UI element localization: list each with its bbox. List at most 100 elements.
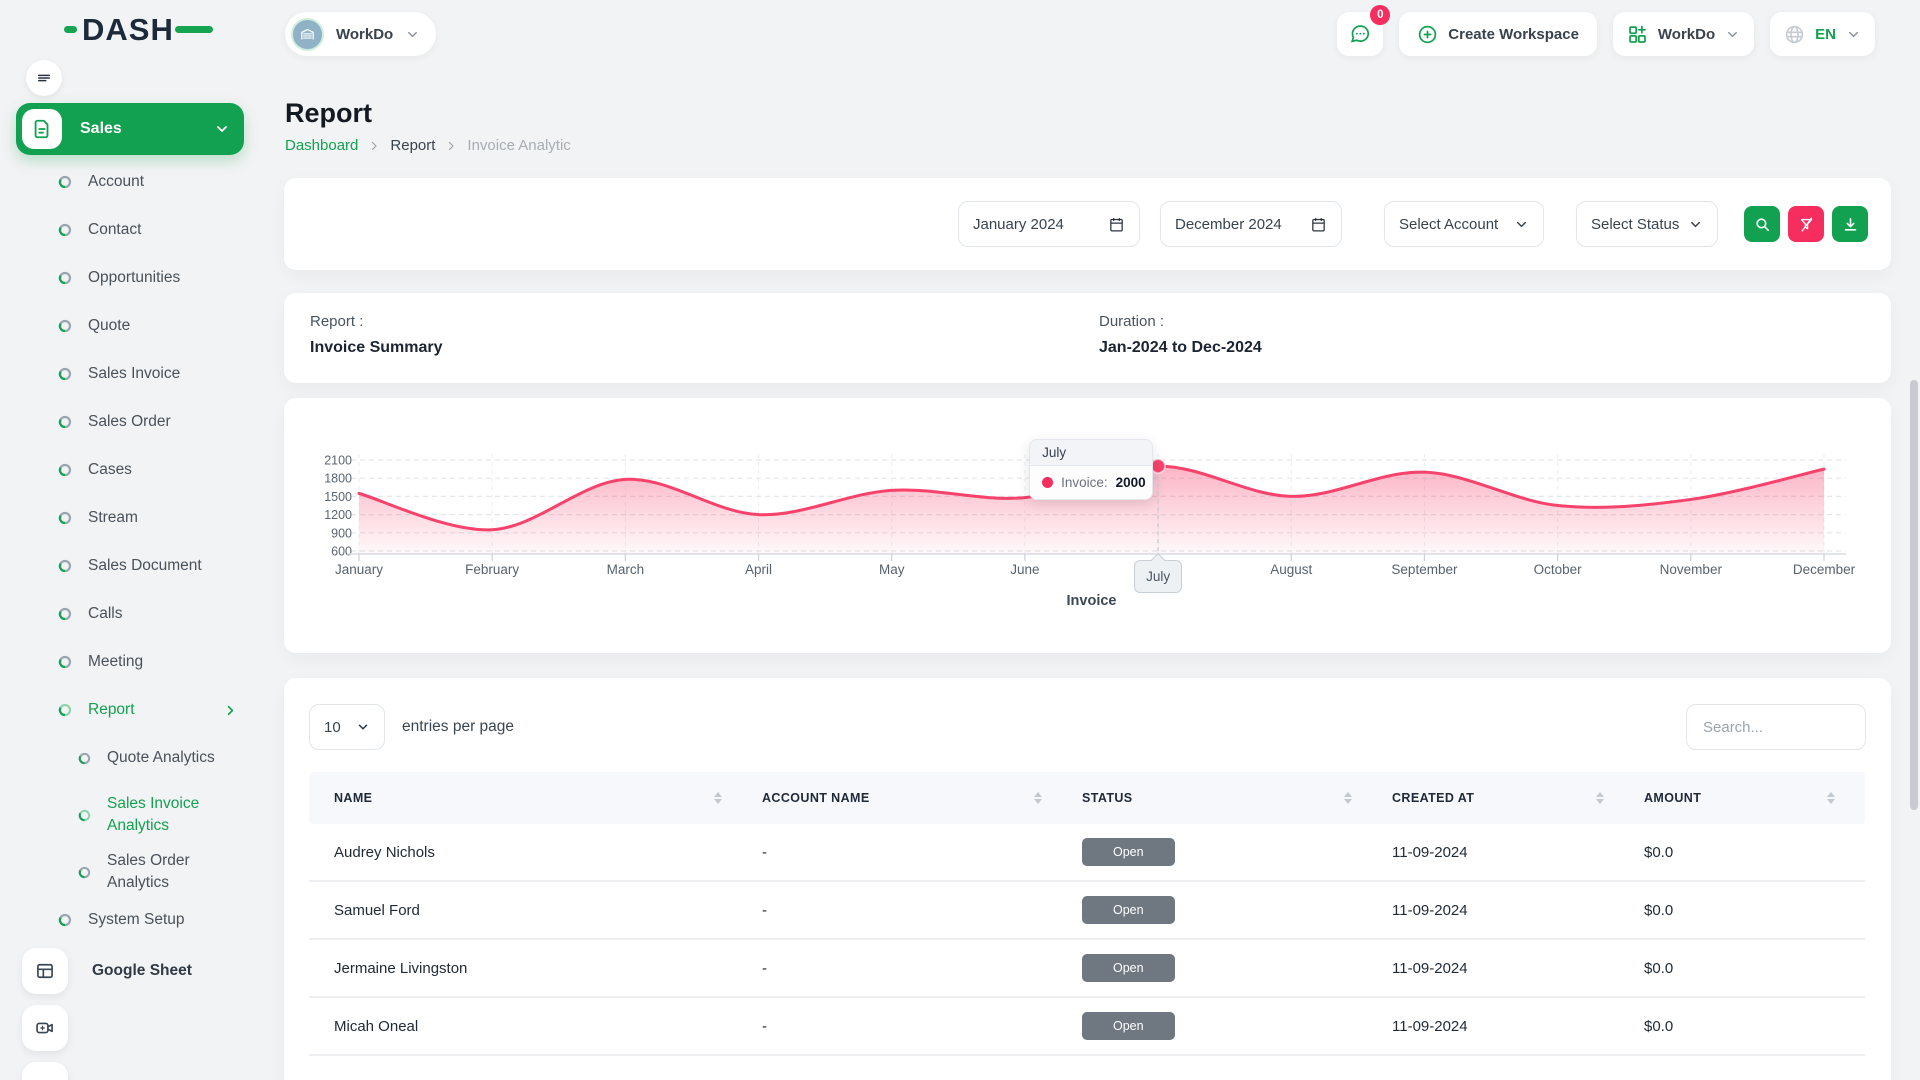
status-select[interactable]: Select Status <box>1576 201 1718 247</box>
sidebar-item-cases[interactable]: Cases <box>16 446 252 494</box>
sidebar-item-label: Cases <box>88 461 132 478</box>
table-row[interactable]: Samuel Ford - Open 11-09-2024 $0.0 <box>309 882 1865 940</box>
cell-status: Open <box>1072 896 1382 924</box>
ring-icon <box>58 415 72 429</box>
workdo-menu-button[interactable]: WorkDo <box>1612 12 1755 56</box>
chart-tooltip: July Invoice: 2000 <box>1029 439 1154 500</box>
sidebar-item-label: System Setup <box>88 911 185 928</box>
sidebar-item-sales-invoice[interactable]: Sales Invoice <box>16 350 252 398</box>
messages-button[interactable]: 0 <box>1337 5 1391 56</box>
download-icon <box>1844 217 1856 231</box>
sidebar-item-calls[interactable]: Calls <box>16 590 252 638</box>
sidebar-item-sales-document[interactable]: Sales Document <box>16 542 252 590</box>
end-month-input[interactable]: December 2024 <box>1160 201 1342 247</box>
sort-icons[interactable] <box>1827 792 1835 804</box>
language-code: EN <box>1815 25 1836 43</box>
logo-text: DASH <box>82 12 174 47</box>
sidebar-item-report[interactable]: Report <box>16 686 252 734</box>
chevron-down-icon <box>1691 221 1700 227</box>
cell-account: - <box>762 843 767 861</box>
column-header-amount[interactable]: AMOUNT <box>1634 791 1865 805</box>
sort-icons[interactable] <box>1034 792 1042 804</box>
sidebar-item-label: Report <box>88 701 135 718</box>
sidebar-item-label: Quote <box>88 317 131 334</box>
account-select-value: Select Account <box>1399 215 1499 233</box>
language-selector[interactable]: EN <box>1770 12 1875 56</box>
sidebar-item-label: Opportunities <box>88 269 181 286</box>
sidebar-item-label: Contact <box>88 221 142 238</box>
sidebar-group-sales[interactable]: Sales <box>16 103 244 155</box>
apply-filter-button[interactable] <box>1744 206 1780 242</box>
svg-text:1800: 1800 <box>324 472 352 486</box>
highlighted-month-label: July <box>1134 552 1183 593</box>
sidebar-item-system-setup[interactable]: System Setup <box>16 896 252 944</box>
sidebar-menu: Account Contact Opportunities Quote Sale… <box>16 158 252 944</box>
account-select[interactable]: Select Account <box>1384 201 1544 247</box>
clear-filter-button[interactable] <box>1788 206 1824 242</box>
svg-text:December: December <box>1793 562 1856 577</box>
cell-created-at: 11-09-2024 <box>1392 843 1468 861</box>
main-area: WorkDo 0 Create Workspace WorkDo <box>284 0 1892 1080</box>
table-row[interactable]: Audrey Nichols - Open 11-09-2024 $0.0 <box>309 824 1865 882</box>
sidebar-item-opportunities[interactable]: Opportunities <box>16 254 252 302</box>
sidebar-item-google-sheet[interactable]: Google Sheet <box>22 948 258 994</box>
sidebar-item-quote-analytics[interactable]: Quote Analytics <box>16 734 252 782</box>
sidebar-item-video-hub[interactable] <box>22 1005 258 1051</box>
column-header-created-at[interactable]: CREATED AT <box>1382 791 1634 805</box>
column-header-status[interactable]: STATUS <box>1072 791 1382 805</box>
sidebar-item-stream[interactable]: Stream <box>16 494 252 542</box>
grid-plus-icon <box>1629 25 1646 43</box>
sidebar-item-meeting[interactable]: Meeting <box>16 638 252 686</box>
table-row[interactable]: Jermaine Livingston - Open 11-09-2024 $0… <box>309 940 1865 998</box>
table-row[interactable]: Micah Oneal - Open 11-09-2024 $0.0 <box>309 998 1865 1056</box>
chat-bubble-icon <box>1351 25 1370 43</box>
sidebar-item-sales-order-analytics[interactable]: Sales Order Analytics <box>16 848 252 896</box>
brand-logo[interactable]: DASH <box>64 14 213 45</box>
duration-summary: Duration : Jan-2024 to Dec-2024 <box>1099 313 1262 357</box>
logo-dash-icon <box>64 26 77 33</box>
sidebar-item-clipped[interactable] <box>22 1062 68 1080</box>
create-workspace-button[interactable]: Create Workspace <box>1399 12 1597 56</box>
sort-icons[interactable] <box>714 792 722 804</box>
sidebar-toggle-button[interactable] <box>26 60 62 96</box>
filter-bar: January 2024 December 2024 Select Accoun… <box>284 178 1891 270</box>
report-label: Report : <box>310 313 364 330</box>
breadcrumb-report-link[interactable]: Report <box>390 137 436 154</box>
sort-icons[interactable] <box>1344 792 1352 804</box>
column-header-account-name[interactable]: ACCOUNT NAME <box>752 791 1072 805</box>
ring-icon <box>58 655 72 669</box>
workdo-menu-label: WorkDo <box>1657 25 1716 43</box>
sidebar-item-label: Stream <box>88 509 138 526</box>
svg-text:September: September <box>1391 562 1458 577</box>
sidebar-item-account[interactable]: Account <box>16 158 252 206</box>
series-dot-icon <box>1042 477 1054 488</box>
start-month-input[interactable]: January 2024 <box>958 201 1140 247</box>
ring-icon <box>58 463 72 477</box>
ring-icon <box>58 319 72 333</box>
cell-name: Samuel Ford <box>334 901 420 919</box>
sort-icons[interactable] <box>1596 792 1604 804</box>
page-size-select[interactable]: 10 <box>309 704 385 750</box>
sidebar-item-sales-invoice-analytics[interactable]: Sales Invoice Analytics <box>16 782 252 848</box>
page-scrollbar[interactable] <box>1910 380 1918 810</box>
invoice-area-chart[interactable]: 600 900 1200 1500 1800 2100 January February Mar… <box>284 398 1891 653</box>
export-download-button[interactable] <box>1832 206 1868 242</box>
hamburger-icon <box>37 74 51 82</box>
column-header-name[interactable]: NAME <box>309 791 752 805</box>
tooltip-series-label: Invoice: <box>1061 475 1108 490</box>
table-search-input[interactable] <box>1686 704 1866 750</box>
invoice-chart-card: 600 900 1200 1500 1800 2100 January February Mar… <box>284 398 1891 653</box>
cell-status: Open <box>1072 838 1382 866</box>
sidebar-item-contact[interactable]: Contact <box>16 206 252 254</box>
breadcrumb-dashboard-link[interactable]: Dashboard <box>285 137 359 154</box>
table-header-row: NAME ACCOUNT NAME STATUS CREATED AT AMOU… <box>309 772 1865 824</box>
duration-label: Duration : <box>1099 313 1165 330</box>
sidebar-item-quote[interactable]: Quote <box>16 302 252 350</box>
sidebar-item-label: Calls <box>88 605 123 622</box>
workspace-switcher[interactable]: WorkDo <box>285 12 437 56</box>
ring-icon <box>58 367 72 381</box>
sidebar-item-label: Account <box>88 173 145 190</box>
sidebar-item-sales-order[interactable]: Sales Order <box>16 398 252 446</box>
calendar-icon <box>1312 217 1325 232</box>
